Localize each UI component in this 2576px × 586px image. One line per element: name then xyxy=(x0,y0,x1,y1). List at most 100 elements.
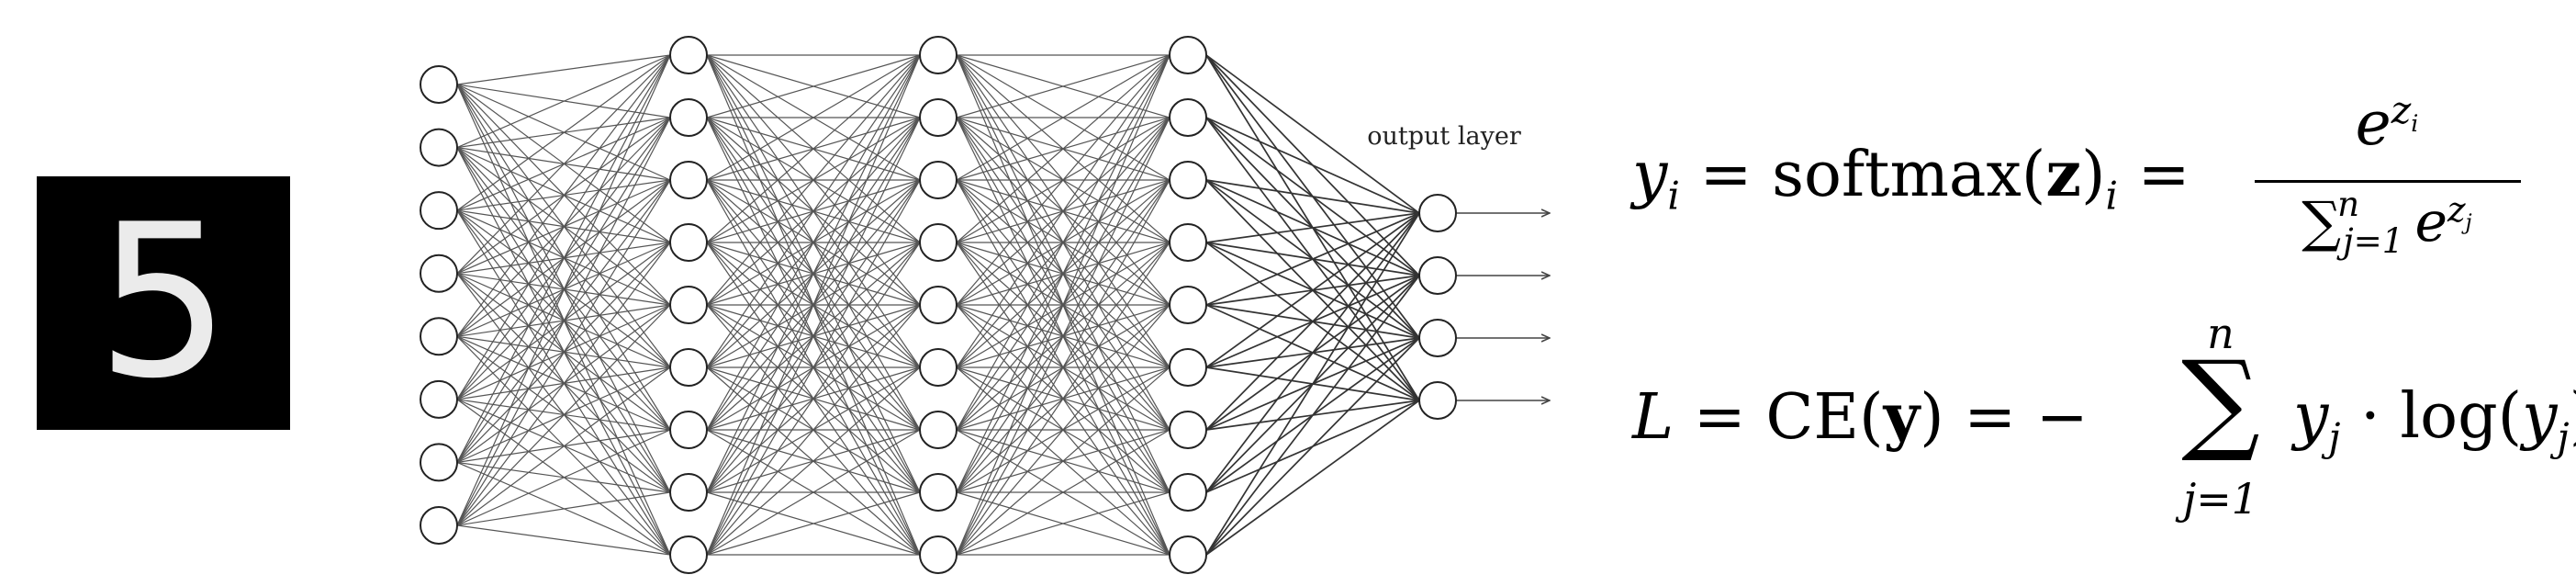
connection-line xyxy=(1205,212,1420,368)
output-neuron xyxy=(1418,319,1457,357)
connection-line xyxy=(456,54,671,85)
hidden-neuron xyxy=(919,473,958,512)
network-connections xyxy=(456,54,1420,556)
connection-line xyxy=(456,304,671,526)
connection-line xyxy=(1205,212,1420,493)
hidden-neuron xyxy=(919,36,958,74)
hidden-neuron xyxy=(669,36,708,74)
connection-line xyxy=(456,54,671,400)
connection-line xyxy=(456,54,671,275)
connection-line xyxy=(956,366,1170,556)
loss-sum-sign: ∑ xyxy=(2181,338,2260,466)
connection-line xyxy=(456,366,671,526)
connection-line xyxy=(956,54,1170,306)
input-neuron xyxy=(420,506,458,545)
softmax-denominator: ∑nj=1 ezj xyxy=(2302,184,2472,261)
input-neuron xyxy=(420,379,458,419)
hidden-neuron xyxy=(919,286,958,324)
input-neuron xyxy=(420,443,458,482)
connection-line xyxy=(706,54,921,181)
hidden-neuron xyxy=(1169,98,1207,137)
connection-line xyxy=(706,54,921,431)
hidden-neuron xyxy=(669,286,708,324)
connection-line xyxy=(706,366,921,556)
softmax-numerator: ezi xyxy=(2355,88,2419,159)
connection-line xyxy=(456,429,671,526)
connection-line xyxy=(956,54,1170,181)
hidden-neuron xyxy=(1169,411,1207,449)
hidden-neuron xyxy=(669,411,708,449)
output-neuron xyxy=(1418,194,1457,232)
loss-equation: L = CE(y) = − n ∑ j=1 yj · log(yj) xyxy=(1632,303,2576,551)
connection-line xyxy=(956,54,1170,368)
hidden-neuron xyxy=(1169,473,1207,512)
mnist-digit: 5 xyxy=(95,180,231,425)
loss-arg: y xyxy=(1883,380,1921,454)
softmax-lhs-var: y xyxy=(1632,139,1668,211)
connection-line xyxy=(1205,212,1420,306)
input-neuron xyxy=(420,65,458,104)
hidden-neuron xyxy=(919,535,958,574)
connection-line xyxy=(456,54,671,337)
connection-line xyxy=(706,117,921,556)
loss-sum: n ∑ j=1 xyxy=(2161,303,2280,551)
hidden-neuron xyxy=(669,161,708,199)
connection-line xyxy=(956,491,1170,556)
connection-line xyxy=(956,429,1170,556)
hidden-neuron xyxy=(919,161,958,199)
softmax-fn: softmax xyxy=(1772,139,2022,211)
connection-line xyxy=(456,54,671,526)
connection-line xyxy=(706,54,921,368)
connection-line xyxy=(1205,212,1420,431)
connection-line xyxy=(956,117,1170,556)
output-neuron xyxy=(1418,256,1457,295)
loss-sum-upper: n xyxy=(2207,309,2234,358)
output-layer-label: output layer xyxy=(1367,122,1521,151)
hidden-neuron xyxy=(919,223,958,262)
connection-line xyxy=(956,304,1170,556)
connection-line xyxy=(456,54,671,149)
softmax-arg: z xyxy=(2045,138,2081,211)
hidden-neuron xyxy=(919,348,958,387)
output-neuron xyxy=(1418,381,1457,420)
connection-line xyxy=(456,242,671,526)
hidden-neuron xyxy=(1169,36,1207,74)
connection-line xyxy=(956,179,1170,556)
mnist-input-image: 5 xyxy=(37,176,290,430)
connection-line xyxy=(706,429,921,556)
input-neuron xyxy=(420,317,458,356)
connection-line xyxy=(706,54,921,306)
connection-line xyxy=(706,54,921,243)
connection-line xyxy=(706,304,921,556)
connection-line xyxy=(956,54,1170,243)
connection-line xyxy=(956,54,1170,556)
input-neuron xyxy=(420,254,458,293)
input-neuron xyxy=(420,191,458,231)
connection-line xyxy=(1205,54,1420,214)
connection-line xyxy=(956,54,1170,118)
connection-line xyxy=(456,117,671,526)
connection-line xyxy=(706,54,921,493)
softmax-arg-sub: i xyxy=(2105,173,2118,219)
connection-line xyxy=(956,242,1170,556)
connection-line xyxy=(456,491,671,526)
connection-line xyxy=(1205,117,1420,214)
output-arrows xyxy=(1456,213,1550,400)
hidden-neuron xyxy=(1169,223,1207,262)
hidden-neuron xyxy=(919,411,958,449)
hidden-neuron xyxy=(1169,348,1207,387)
loss-sum-lower: j=1 xyxy=(2182,474,2259,524)
input-neuron xyxy=(420,128,458,167)
connection-line xyxy=(1205,212,1420,243)
connection-line xyxy=(456,54,671,463)
softmax-lhs-sub: i xyxy=(1667,173,1680,219)
loss-fn: CE xyxy=(1765,381,1860,454)
hidden-neuron xyxy=(669,348,708,387)
connection-line xyxy=(706,54,921,118)
hidden-neuron xyxy=(669,223,708,262)
connection-line xyxy=(706,54,921,556)
hidden-neuron xyxy=(669,473,708,512)
connection-line xyxy=(706,179,921,556)
network-nodes xyxy=(420,36,1457,574)
